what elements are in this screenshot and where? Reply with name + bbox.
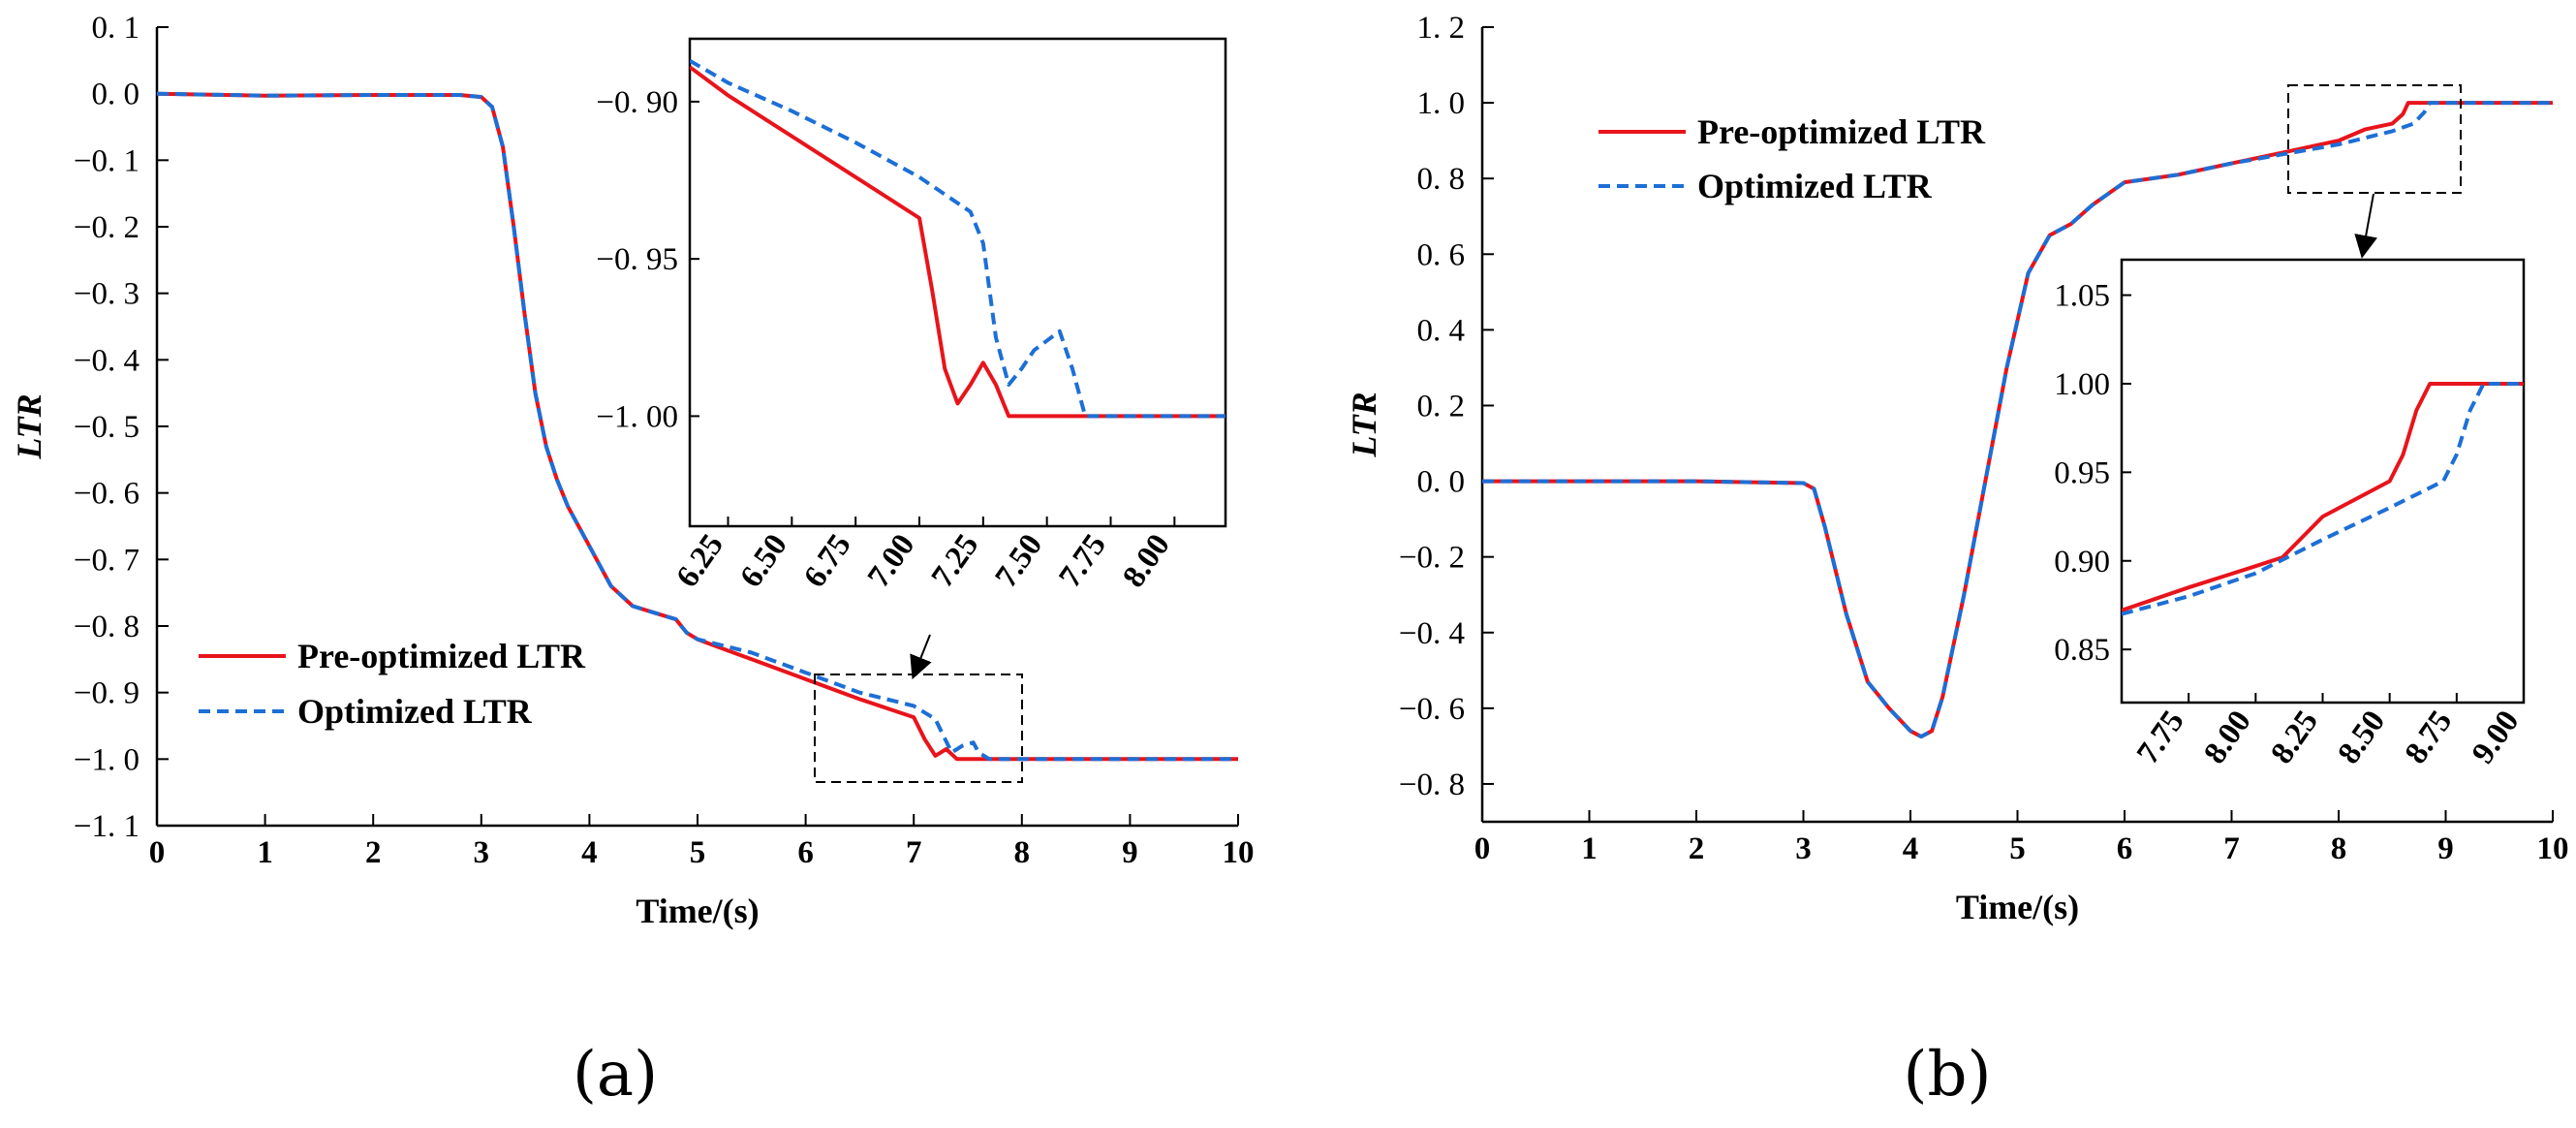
- x-tick-label: 2: [365, 835, 382, 870]
- x-tick-label: 7: [906, 835, 922, 870]
- series-line-optimized: [156, 91, 1238, 762]
- zoom-region-box-a: [814, 674, 1023, 783]
- inset-series-group: [2122, 382, 2524, 616]
- y-tick-label: −0. 2: [1399, 541, 1465, 576]
- x-tick-label: 0: [149, 835, 166, 870]
- inset-frame: [2120, 258, 2526, 705]
- inset-series-line-optimized: [2122, 382, 2524, 616]
- legend: Pre-optimized LTR Optimized LTR: [1598, 112, 1986, 205]
- inset-y-tick-label: −1. 00: [596, 399, 678, 434]
- x-tick-label: 3: [474, 835, 490, 870]
- y-tick-label: −0. 7: [74, 543, 140, 578]
- inset-y-tick-label: 0.85: [2054, 633, 2110, 668]
- inset-x-tick-label: 8.25: [2264, 705, 2325, 770]
- x-tick-label: 2: [1689, 831, 1705, 866]
- inset-y-tick-label: 1.00: [2054, 367, 2110, 402]
- legend-label: Optimized LTR: [1697, 167, 1933, 205]
- chart-panel-a: 0 1 2 3 4 5 6 7 8 9 10 0. 1 0. 0 −0. 1 −0. 2 −0. 3 −0. 4…: [10, 11, 1255, 930]
- x-tick-label: 6: [797, 835, 814, 870]
- x-tick-label: 10: [1223, 835, 1255, 870]
- y-tick-label: −0. 4: [74, 343, 140, 378]
- zoom-arrow-a: [910, 634, 932, 680]
- x-tick-label: 4: [581, 835, 598, 870]
- inset-x-tick-label: 9.00: [2466, 705, 2527, 770]
- inset-x-tick-label: 7.75: [1052, 528, 1113, 594]
- inset-x-tick-label: 8.50: [2332, 705, 2393, 770]
- inset-x-tick-label: 6.50: [733, 528, 794, 594]
- y-tick-label: 0. 0: [1417, 465, 1466, 500]
- legend-label: Pre-optimized LTR: [1697, 112, 1986, 151]
- inset-y-tick-label: 0.90: [2054, 545, 2110, 580]
- x-axis-label: Time/(s): [636, 892, 759, 930]
- inset-x-tick-label: 6.75: [797, 528, 858, 594]
- legend: Pre-optimized LTR Optimized LTR: [199, 637, 586, 731]
- x-tick-label: 6: [2117, 831, 2133, 866]
- y-tick-label: −0. 1: [74, 143, 140, 178]
- y-tick-label: 0. 6: [1417, 237, 1466, 272]
- inset-series-group: [690, 58, 1226, 419]
- y-tick-label: −0. 6: [74, 477, 140, 512]
- inset-x-tick-label: 7.50: [989, 528, 1050, 594]
- inset-y-tick-label: −0. 90: [596, 85, 678, 120]
- inset-x-tick-label: 6.25: [669, 528, 730, 594]
- inset-x-tick-label: 8.00: [1116, 528, 1177, 594]
- y-tick-label: −1. 1: [74, 809, 140, 844]
- y-tick-label: −0. 5: [74, 410, 140, 445]
- x-tick-label: 9: [1122, 835, 1138, 870]
- y-tick-label: 0. 2: [1417, 389, 1466, 423]
- y-tick-label: 1. 0: [1417, 86, 1466, 121]
- x-tick-label: 5: [2009, 831, 2026, 866]
- x-tick-label: 7: [2223, 831, 2240, 866]
- inset-chart: 7.75 8.00 8.25 8.50 8.75 9.00 1.05 1.00 0.95 0.90…: [2054, 258, 2527, 770]
- y-tick-label: 0. 8: [1417, 162, 1466, 197]
- legend-label: Optimized LTR: [297, 692, 533, 731]
- inset-chart: 6.25 6.50 6.75 7.00 7.25 7.50 7.75 8.00 −0. 90 −0…: [596, 37, 1227, 594]
- inset-x-tick-label: 7.00: [861, 528, 922, 594]
- y-tick-label: −0. 6: [1399, 692, 1465, 727]
- x-tick-label: 1: [1581, 831, 1598, 866]
- inset-y-tick-label: 1.05: [2054, 279, 2110, 314]
- y-tick-label: −0. 4: [1399, 616, 1465, 651]
- inset-x-tick-label: 8.00: [2197, 705, 2258, 770]
- zoom-region-box-b: [2287, 84, 2462, 194]
- series-line-optimized: [1482, 101, 2553, 739]
- inset-y-tick-label: −0. 95: [596, 242, 678, 277]
- y-tick-label: 0. 1: [92, 11, 140, 46]
- y-tick-label: −0. 8: [1399, 768, 1465, 802]
- x-tick-label: 9: [2437, 831, 2454, 866]
- inset-y-tick-label: 0.95: [2054, 455, 2110, 490]
- inset-series-line-pre-optimized: [2122, 382, 2524, 612]
- inset-series-line-pre-optimized: [690, 65, 1226, 419]
- x-axis-label: Time/(s): [1956, 888, 2079, 926]
- inset-x-tick-label: 7.75: [2130, 705, 2191, 770]
- x-tick-label: 8: [1014, 835, 1031, 870]
- inset-x-tick-label: 8.75: [2399, 705, 2460, 770]
- inset-series-line-optimized: [690, 58, 1226, 419]
- y-tick-label: −0. 8: [74, 610, 140, 644]
- y-tick-label: −0. 3: [74, 277, 140, 312]
- inset-frame: [688, 37, 1227, 528]
- panel-label-a: (a): [573, 1039, 658, 1111]
- x-tick-label: 1: [257, 835, 273, 870]
- x-tick-label: 4: [1903, 831, 1919, 866]
- legend-label: Pre-optimized LTR: [297, 637, 586, 675]
- x-tick-label: 10: [2537, 831, 2569, 866]
- x-tick-label: 0: [1474, 831, 1491, 866]
- y-tick-label: 0. 4: [1417, 313, 1466, 348]
- panel-label-b: (b): [1904, 1039, 1992, 1111]
- y-axis-label: LTR: [1345, 392, 1383, 457]
- y-tick-label: −1. 0: [74, 742, 140, 777]
- y-axis-label: LTR: [10, 393, 48, 459]
- x-tick-label: 3: [1795, 831, 1812, 866]
- chart-panel-b: 0 1 2 3 4 5 6 7 8 9 10 1. 2 1. 0 0. 8 0. 6 0. 4 0. 2 0. 0…: [1345, 11, 2569, 926]
- y-tick-label: −0. 9: [74, 676, 140, 711]
- y-tick-label: 1. 2: [1417, 11, 1466, 46]
- x-tick-label: 5: [690, 835, 706, 870]
- x-tick-label: 8: [2331, 831, 2347, 866]
- y-tick-label: −0. 2: [74, 210, 140, 245]
- zoom-arrow-b: [2354, 193, 2377, 259]
- y-tick-label: 0. 0: [92, 78, 140, 112]
- inset-x-tick-label: 7.25: [925, 528, 986, 594]
